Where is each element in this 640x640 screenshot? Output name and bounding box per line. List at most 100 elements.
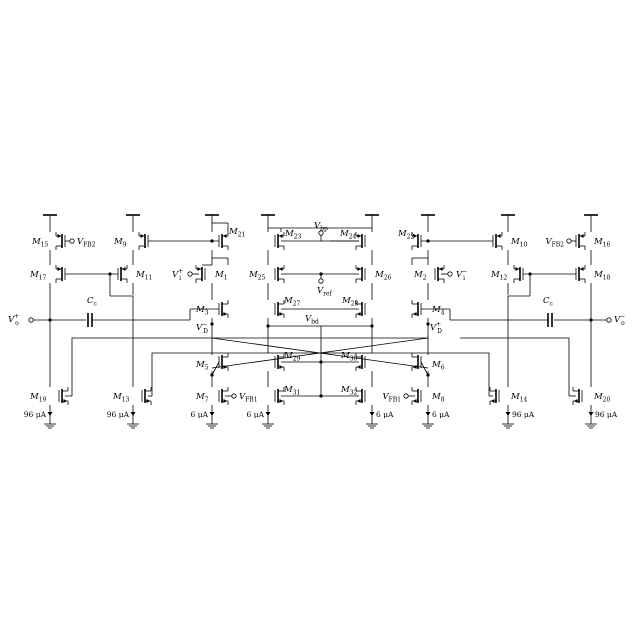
wire [211,361,220,376]
terminal [606,317,612,323]
source-arrow [223,312,227,316]
source-arrow [279,312,283,316]
device-label-m10: M10 [510,237,528,249]
source-arrow [413,399,417,403]
source-arrow [439,267,443,271]
labels: Vbp VFB2 VFB2 Vref V+ i V− i Vbd V+ o Cc V− o Cc V− D V+ D… [8,221,625,419]
cc-left-label: Cc [87,296,98,308]
wire [151,352,212,396]
current-arrow [588,412,594,416]
device-label-m24: M24 [339,229,357,241]
device-label-m8: M8 [431,392,445,404]
capacitor [87,313,93,327]
junction-dot [210,239,214,243]
device-label-m31: M31 [283,385,300,397]
device-label-m11: M11 [135,270,152,282]
transistor-m5 [218,353,229,371]
device-label-m21: M21 [228,227,245,239]
source-arrow [357,267,361,271]
transistors [55,232,586,405]
vo-minus-label: V− o [614,313,625,327]
terminal [403,393,409,399]
transistor-m27 [274,300,285,318]
current-label: 96 μA [595,410,618,419]
transistor-m18 [575,265,586,283]
vbd-label: Vbd [305,314,319,326]
capacitor [547,313,553,327]
device-label-m15: M15 [31,237,49,249]
vi-plus-label: V+ i [172,268,183,282]
transistor-m29 [274,353,285,371]
wire [71,337,428,396]
transistor-m20 [572,387,583,405]
device-label-m4: M4 [431,305,445,317]
transistor-m26 [355,265,366,283]
device-label-m12: M12 [490,270,508,282]
current-arrow [505,412,511,416]
wire [428,352,490,396]
device-label-m19: M19 [29,392,47,404]
device-label-m17: M17 [29,270,47,282]
device-label-m22: M22 [397,229,415,241]
vd-minus-label: V− D [196,321,208,335]
wires [28,214,612,429]
source-arrow [515,267,519,271]
transistor-m3 [218,300,229,318]
current-arrow [369,412,375,416]
source-arrow [63,399,67,403]
transistor-m8 [411,387,422,405]
source-arrow [57,267,61,271]
device-label-m23: M23 [284,229,302,241]
source-arrow [279,234,283,238]
transistor-m14 [489,387,500,405]
current-label: 6 μA [191,410,209,419]
device-label-m5: M5 [195,360,209,372]
current-label: 96 μA [107,410,130,419]
current-arrow [265,412,271,416]
current-arrow [425,412,431,416]
transistor-m9 [138,232,149,250]
terminal [447,271,453,277]
source-arrow [413,234,417,238]
source-arrow [580,267,584,271]
current-label: 6 μA [376,410,394,419]
transistor-m22 [411,232,422,250]
source-arrow [140,234,144,238]
terminal [318,278,324,284]
transistor-m2 [434,265,445,283]
transistor-m24 [355,232,366,250]
source-arrow [497,234,501,238]
current-label: 96 μA [24,410,47,419]
transistor-m25 [274,265,285,283]
transistor-m30 [355,353,366,371]
transistor-m7 [218,387,229,405]
terminal [69,238,75,244]
transistor-m4 [411,300,422,318]
transistor-m1 [195,265,206,283]
current-label: 6 μA [247,410,265,419]
device-label-m30: M30 [340,351,358,363]
source-arrow [413,365,417,369]
terminal [231,393,237,399]
transistor-m12 [513,265,524,283]
source-arrow [357,399,361,403]
source-arrow [146,399,150,403]
junction-dot [426,322,430,326]
source-arrow [357,365,361,369]
current-arrow [130,412,136,416]
device-label-m2: M2 [413,270,427,282]
device-label-m20: M20 [593,392,611,404]
transistor-m10 [492,232,503,250]
source-arrow [223,399,227,403]
transistor-m23 [274,232,285,250]
transistor-m11 [117,265,128,283]
device-label-m16: M16 [593,237,611,249]
device-label-m27: M27 [283,296,301,308]
source-arrow [223,234,227,238]
vfb2-left-label: VFB2 [77,237,96,249]
current-arrow [209,412,215,416]
transistor-m31 [274,387,285,405]
transistor-m28 [355,300,366,318]
device-label-m7: M7 [195,392,209,404]
